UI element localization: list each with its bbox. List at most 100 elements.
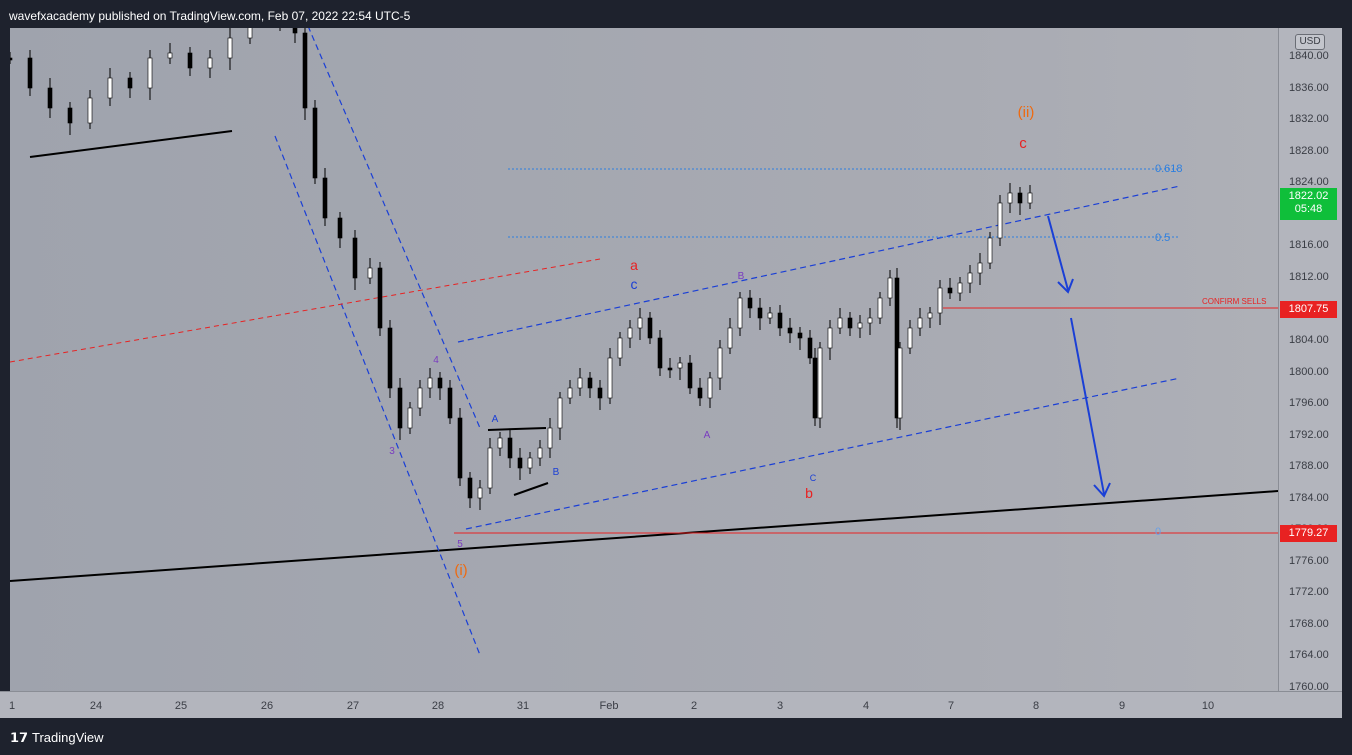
candle-body [367,267,373,279]
candle-body [397,387,403,429]
candle-body [617,337,623,359]
price-tick-label: 1828.00 [1289,144,1329,157]
time-axis[interactable]: 1 24 25 26 27 28 31 Feb 2 3 4 7 8 9 10 [0,691,1342,719]
time-label: 25 [174,700,188,712]
candle-body [812,357,818,419]
candle-body [647,317,653,339]
price-tick-label: 1788.00 [1289,460,1329,473]
candle-body [797,332,803,339]
candle-body [427,377,433,389]
candle-body [987,237,993,264]
price-tick-label: 1764.00 [1289,649,1329,662]
currency-badge[interactable]: USD [1295,34,1325,50]
price-chart[interactable]: (ii) c (i) a c b C 0.618 0.5 0 CONFIRM S… [10,28,1278,691]
price-tick-label: 1804.00 [1289,333,1329,346]
candle-body [10,57,13,61]
candle-body [312,107,318,179]
candle-body [687,362,693,389]
candle-body [537,447,543,459]
candle-body [337,217,343,239]
price-tick-label: 1772.00 [1289,586,1329,599]
candle-body [107,77,113,99]
candle-body [352,237,358,279]
time-label: 8 [1032,700,1040,712]
chart-canvas[interactable]: (ii) c (i) a c b C 0.618 0.5 0 CONFIRM S… [10,28,1278,691]
early-support-line [29,130,233,158]
candle-body [407,407,413,429]
price-tick-label: 1776.00 [1289,554,1329,567]
price-axis[interactable]: USD 1840.00 1836.00 1832.00 1828.00 1824.00 1… [1278,28,1343,693]
triangle-a-label: A [492,414,499,425]
candle-body [557,397,563,429]
price-tick-label: 1812.00 [1289,270,1329,283]
price-tick-label: 1840.00 [1289,50,1329,62]
candle-body [707,377,713,399]
price-tick-label: 1784.00 [1289,491,1329,504]
time-label: Feb [599,700,619,712]
candle-body [417,387,423,409]
wave-ii-label: (ii) [1018,104,1035,121]
wave-4-label: 4 [433,355,439,366]
candle-body [697,387,703,399]
footer-bar: 𝟭𝟳 TradingView [0,718,1352,755]
price-tick-label: 1768.00 [1289,617,1329,630]
candle-body [997,202,1003,239]
candle-body [657,337,663,369]
candle-body [302,32,308,109]
confirm-sells-price-tag: 1807.75 [1280,301,1337,318]
candle-body [87,97,93,124]
candle-body [757,307,763,319]
tradingview-logo-icon[interactable]: 𝟭𝟳 [10,730,29,745]
price-tick-label: 1800.00 [1289,365,1329,378]
candle-body [322,177,328,219]
candle-body [727,327,733,349]
candle-body [637,317,643,329]
time-label: 27 [346,700,360,712]
brand-name[interactable]: TradingView [32,730,104,745]
candle-body [487,447,493,489]
candle-body [787,327,793,334]
price-tick-label: 1792.00 [1289,428,1329,441]
publisher-text: wavefxacademy published on TradingView.c… [9,9,411,23]
candle-body [877,297,883,319]
red-dashed-trendline [10,258,601,363]
long-support-line [10,490,1278,582]
time-label: 9 [1118,700,1126,712]
candle-body [437,377,443,389]
price-tick-label: 1816.00 [1289,239,1329,252]
candle-body [447,387,453,419]
right-margin [1342,28,1352,718]
triangle-b-label: B [553,467,560,478]
wave-a-label: a [630,257,638,273]
up-channel-lower [465,377,1181,530]
candle-body [547,427,553,449]
sub-b-label: B [738,271,745,282]
wave-b-c-label: C [810,473,817,483]
candle-body [127,77,133,89]
up-channel-upper [457,185,1181,343]
candle-body [857,322,863,329]
candle-body [677,362,683,369]
time-label: 10 [1201,700,1215,712]
fib-5-label: 0.5 [1155,232,1170,244]
time-label: 31 [516,700,530,712]
candle-body [47,87,53,109]
candle-body [897,347,903,419]
candle-body [597,387,603,399]
candle-body [497,437,503,449]
candle-body [667,367,673,371]
candle-body [747,297,753,309]
candle-body [947,287,953,294]
candle-body [587,377,593,389]
triangle-upper-line [487,427,547,431]
candle-body [737,297,743,329]
time-label: 7 [947,700,955,712]
time-label: 1 [8,700,16,712]
forecast-arrow-2 [1070,317,1111,498]
price-tick-label: 1836.00 [1289,81,1329,94]
candle-body [187,52,193,69]
candle-body [1007,192,1013,204]
price-tick-label: 1760.00 [1289,681,1329,693]
wave-b-label: b [805,485,813,501]
triangle-lower-line [513,482,549,496]
